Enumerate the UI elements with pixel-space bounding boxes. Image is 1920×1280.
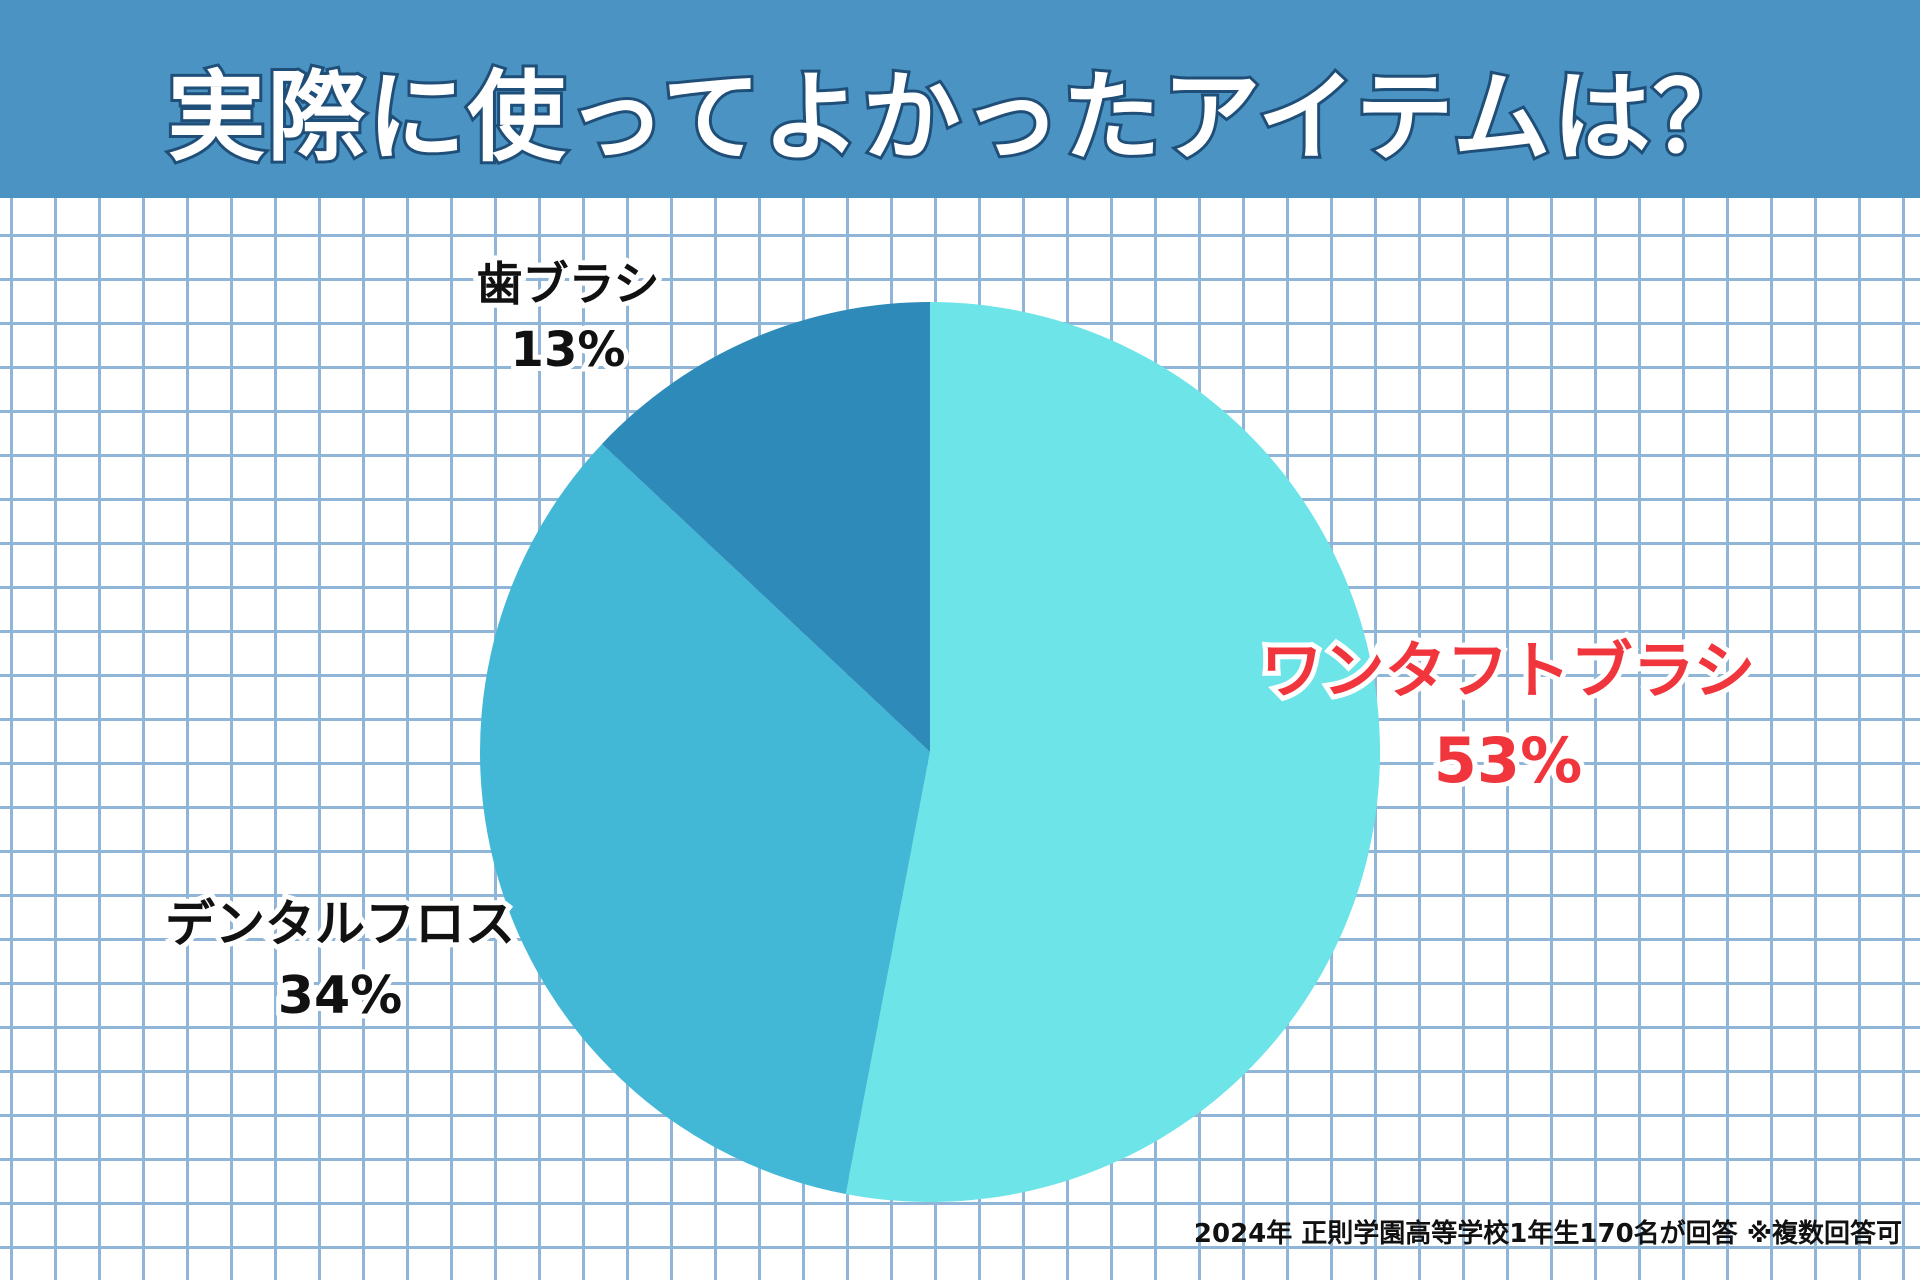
slice-dental-floss (479, 443, 930, 1195)
slice-percent-dental-floss: 34% (273, 961, 407, 1031)
slice-percent-one-tuft-brush: 53% (1429, 719, 1587, 802)
slice-name-toothbrush: 歯ブラシ (471, 252, 664, 316)
slice-toothbrush (601, 302, 930, 752)
slice-name-dental-floss: デンタルフロス (160, 890, 520, 958)
slice-name-one-tuft-brush: ワンタフトブラシ (1256, 629, 1761, 712)
survey-footnote: 2024年 正則学園高等学校1年生170名が回答 ※複数回答可 (1193, 1219, 1902, 1249)
slice-label-toothbrush: 歯ブラシ 13% (471, 248, 664, 383)
slice-label-one-tuft-brush: ワンタフトブラシ 53% (1256, 620, 1761, 802)
slice-label-dental-floss: デンタルフロス 34% (160, 884, 520, 1031)
chart-title: 実際に使ってよかったアイテムは？ (164, 58, 1753, 178)
title-banner: 実際に使ってよかったアイテムは？ (0, 0, 1920, 198)
slice-one-tuft-brush (845, 302, 1380, 1202)
slice-percent-toothbrush: 13% (506, 317, 631, 383)
